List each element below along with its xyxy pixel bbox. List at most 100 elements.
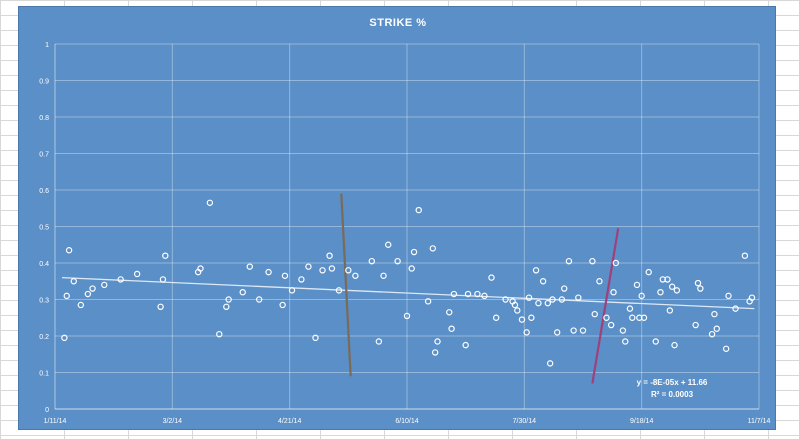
data-point	[603, 314, 610, 321]
data-point	[741, 252, 749, 259]
data-point	[206, 199, 214, 206]
x-tick-label: 7/30/14	[513, 418, 536, 425]
data-point	[546, 360, 554, 367]
data-point	[575, 294, 582, 301]
data-point	[335, 287, 343, 294]
trendline-label: y = -8E-05x + 11.66 R² = 0.0003	[627, 377, 717, 401]
data-point	[589, 257, 596, 265]
data-point	[352, 272, 359, 279]
data-point	[722, 345, 730, 352]
data-point	[319, 267, 326, 274]
y-tick-label: 0.8	[39, 115, 49, 122]
data-point	[328, 265, 336, 272]
data-point	[558, 296, 566, 303]
data-point	[385, 241, 392, 248]
y-tick-label: 0.1	[39, 371, 49, 378]
data-point	[61, 334, 68, 342]
x-tick-label: 11/7/14	[748, 418, 771, 425]
data-point	[305, 263, 312, 270]
data-point	[312, 334, 319, 342]
data-point	[159, 276, 167, 283]
data-point	[612, 259, 620, 267]
data-point	[748, 294, 756, 301]
y-tick-label: 0.3	[39, 298, 49, 305]
y-tick-label: 0.5	[39, 225, 49, 232]
data-point	[77, 301, 85, 309]
data-point	[89, 285, 96, 292]
data-point	[288, 287, 296, 294]
data-point	[668, 283, 676, 290]
data-point	[448, 325, 455, 332]
data-point	[671, 341, 678, 349]
x-tick-label: 9/18/14	[630, 418, 653, 425]
data-point	[645, 268, 652, 276]
x-tick-label: 3/2/14	[163, 418, 183, 425]
data-point	[474, 290, 481, 298]
data-point	[446, 309, 453, 316]
data-point	[492, 314, 500, 321]
data-point	[711, 310, 718, 318]
data-point	[673, 287, 681, 294]
data-point	[622, 338, 629, 345]
data-point	[394, 257, 401, 265]
data-point	[502, 296, 509, 303]
data-point	[408, 265, 415, 272]
data-point	[298, 276, 305, 283]
data-point	[216, 330, 223, 338]
data-point	[607, 321, 615, 329]
data-point	[579, 327, 587, 334]
data-point	[101, 281, 108, 289]
data-point	[713, 325, 720, 332]
data-point	[464, 290, 472, 298]
data-point	[450, 290, 458, 298]
data-point	[197, 265, 204, 272]
data-point	[561, 285, 568, 292]
data-point	[117, 276, 124, 283]
data-point	[570, 327, 577, 334]
data-point	[434, 338, 441, 345]
data-point	[514, 307, 521, 314]
data-point	[666, 307, 674, 314]
y-tick-label: 0	[45, 407, 49, 414]
data-point	[544, 299, 552, 307]
x-tick-label: 4/21/14	[278, 418, 301, 425]
y-tick-label: 0.6	[39, 188, 49, 195]
data-point	[410, 248, 418, 256]
data-point	[619, 327, 627, 334]
data-point	[375, 338, 383, 345]
data-point	[223, 303, 230, 310]
data-point	[725, 292, 732, 300]
data-point	[70, 278, 77, 285]
data-point	[326, 252, 333, 259]
data-point	[633, 281, 641, 289]
y-tick-label: 0.4	[39, 261, 49, 268]
data-point	[591, 310, 598, 318]
data-point	[565, 257, 573, 265]
annotation-line-2	[591, 228, 620, 384]
data-point	[539, 278, 547, 285]
data-point	[523, 329, 530, 336]
data-point	[535, 299, 542, 307]
data-point	[65, 247, 73, 254]
data-point	[415, 206, 422, 214]
y-tick-label: 0.2	[39, 334, 49, 341]
data-point	[265, 268, 272, 276]
data-point	[225, 296, 232, 303]
data-point	[692, 321, 699, 329]
data-point	[629, 314, 636, 321]
data-point	[157, 303, 164, 310]
data-point	[488, 274, 495, 281]
data-point	[525, 294, 533, 301]
data-point	[403, 312, 411, 320]
data-point	[279, 301, 286, 309]
data-point	[380, 272, 387, 279]
data-point	[553, 329, 561, 336]
chart-title: STRIKE %	[369, 17, 427, 29]
data-point	[462, 341, 469, 349]
data-point	[596, 278, 603, 285]
y-tick-label: 1	[45, 42, 49, 49]
data-point	[518, 316, 526, 323]
chart-svg: 0 0.1 0.2 0.3 0.4 0.5 0.6 0.7 0.8 0.9 1 1/11/14 3/2/…	[39, 42, 771, 425]
data-point	[708, 330, 716, 338]
chart-area[interactable]: 0 0.1 0.2 0.3 0.4 0.5 0.6 0.7 0.8 0.9 1 1/11/14 3/2/…	[18, 6, 776, 430]
